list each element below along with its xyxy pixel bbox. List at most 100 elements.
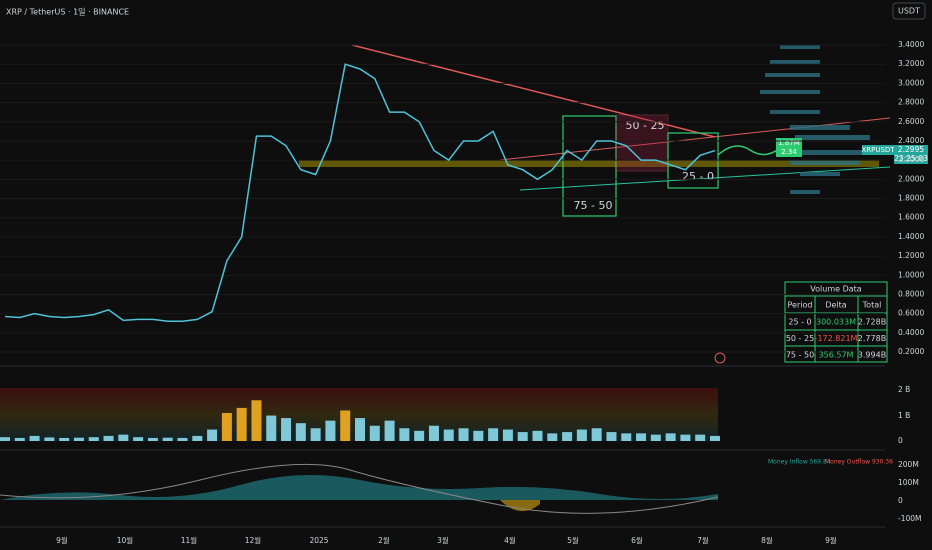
price-label: 0.4000	[898, 328, 924, 337]
table-cell: 2.778B	[858, 334, 886, 343]
price-label: 2.0000	[898, 174, 924, 183]
price-tag-text: 2.2995	[898, 145, 924, 154]
volume-table	[784, 281, 888, 363]
volume-bar	[88, 437, 99, 441]
table-cell: 50 - 25	[786, 334, 814, 343]
zone-label: 25 - 0	[682, 170, 714, 183]
time-label: 9월	[56, 535, 68, 545]
table-header: Total	[862, 301, 882, 310]
volume-bar	[295, 423, 306, 441]
volume-bar	[562, 432, 573, 441]
volume-bar	[650, 434, 661, 441]
volume-bar	[621, 433, 632, 441]
volume-bar	[162, 437, 173, 441]
time-label: 6월	[631, 535, 643, 545]
currency-label: USDT	[898, 7, 920, 16]
zone-box	[562, 115, 617, 217]
volume-bar	[384, 420, 395, 441]
money-flow-area	[0, 475, 718, 500]
volume-bar	[325, 420, 336, 441]
volume-bar	[695, 434, 706, 441]
time-label: 2025	[309, 536, 328, 545]
time-label: 12월	[245, 535, 262, 545]
table-header: Period	[788, 301, 813, 310]
volume-bar	[207, 429, 218, 441]
price-label: 1.0000	[898, 270, 924, 279]
zone-label: 75 - 50	[574, 199, 613, 212]
volume-bar	[266, 415, 277, 441]
price-label: 1.8000	[898, 194, 924, 203]
volume-bar	[236, 407, 247, 441]
volume-bar	[118, 434, 129, 441]
time-label: 7월	[697, 535, 709, 545]
money-flow-axis-label: 0	[898, 496, 903, 505]
price-label: 1.2000	[898, 251, 924, 260]
price-label: 2.8000	[898, 98, 924, 107]
volume-bar	[414, 430, 425, 441]
volume-bar	[103, 435, 114, 441]
volume-bar	[340, 410, 351, 441]
volume-bar	[502, 429, 513, 441]
countdown: 23:25:03	[894, 154, 928, 163]
price-label: 3.0000	[898, 78, 924, 87]
currency-button[interactable]	[892, 2, 926, 20]
volume-bar	[636, 433, 647, 441]
price-label: 1.6000	[898, 213, 924, 222]
volume-tag-text: 1.87M	[778, 139, 800, 147]
table-cell: 25 - 0	[788, 318, 811, 327]
price-label: 3.2000	[898, 59, 924, 68]
trend-line	[519, 166, 891, 191]
volume-bar	[221, 413, 232, 441]
table-cell: 356.57M	[819, 351, 854, 360]
time-label: 3월	[437, 535, 449, 545]
time-label: 11월	[181, 535, 198, 545]
inflow-legend: Money Inflow 569.84	[768, 459, 831, 466]
price-line	[4, 63, 716, 323]
volume-bar	[428, 425, 439, 441]
volume-bar	[147, 437, 158, 441]
time-label: 8월	[761, 535, 773, 545]
alert-icon[interactable]	[714, 352, 726, 364]
table-cell: -172.821M	[815, 334, 858, 343]
table-title: Volume Data	[810, 285, 861, 294]
price-tag	[894, 145, 928, 164]
outflow-legend: Money Outflow 930.36	[825, 459, 893, 466]
volume-bar	[399, 428, 410, 441]
projection-line	[717, 145, 781, 156]
money-flow-area	[500, 500, 540, 512]
price-label: 3.4000	[898, 40, 924, 49]
volume-bar	[443, 429, 454, 441]
time-label: 9월	[825, 535, 837, 545]
volume-axis-label: 2 B	[898, 385, 910, 394]
volume-bar	[517, 432, 528, 441]
table-cell: 3.994B	[858, 351, 886, 360]
price-label: 2.4000	[898, 136, 924, 145]
volume-bar	[192, 435, 203, 441]
volume-bar	[14, 437, 25, 441]
volume-bar	[310, 428, 321, 441]
money-flow-line	[0, 463, 719, 514]
table-cell: 300.033M	[816, 318, 856, 327]
time-label: 10월	[117, 535, 134, 545]
volume-bar	[281, 418, 292, 441]
table-cell: 75 - 50	[786, 351, 814, 360]
time-label: 5월	[567, 535, 579, 545]
price-label: 0.6000	[898, 309, 924, 318]
volume-bar	[44, 437, 55, 441]
volume-bar	[369, 425, 380, 441]
volume-bar	[547, 433, 558, 441]
volume-bar	[73, 437, 84, 441]
volume-bar	[177, 437, 188, 441]
volume-bar	[710, 435, 720, 441]
volume-bar	[251, 400, 262, 441]
volume-bar	[473, 430, 484, 441]
symbol-tag	[862, 145, 894, 155]
volume-bar	[680, 434, 691, 441]
price-label: 2.6000	[898, 117, 924, 126]
money-flow-axis-label: 200M	[898, 460, 919, 469]
zone-label: 50 - 25	[626, 119, 665, 132]
money-flow-axis-label: -100M	[898, 514, 922, 523]
volume-bar	[591, 428, 602, 441]
volume-bar	[133, 437, 144, 441]
